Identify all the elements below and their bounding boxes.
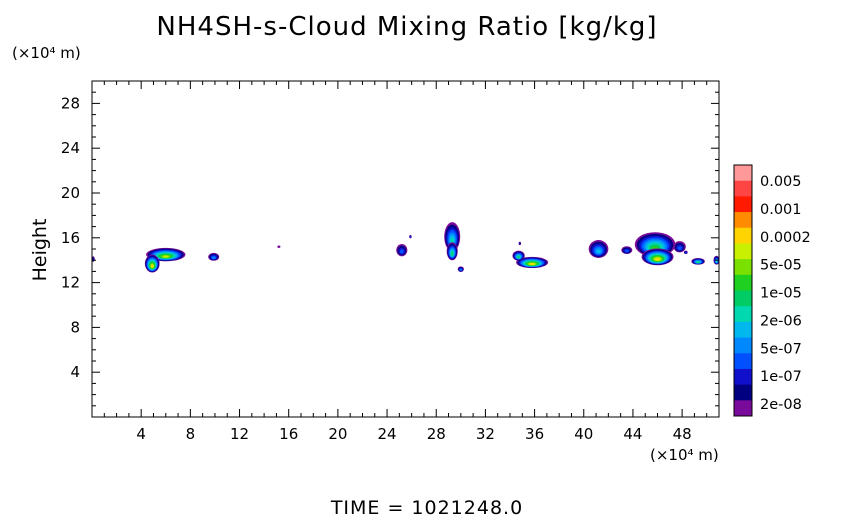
colorbar-label-4: 1e-05 bbox=[760, 286, 802, 302]
colorbar-swatch-9 bbox=[734, 306, 752, 323]
cloud-13 bbox=[621, 246, 633, 255]
cloud-10-level-7 bbox=[517, 256, 520, 259]
cloud-0 bbox=[146, 247, 186, 262]
y-tick-label-20: 20 bbox=[61, 184, 80, 202]
y-tick-label-16: 16 bbox=[61, 229, 80, 247]
chart-title: NH4SH-s-Cloud Mixing Ratio [kg/kg] bbox=[156, 12, 658, 42]
cloud-6 bbox=[444, 222, 461, 252]
colorbar-swatch-10 bbox=[734, 321, 752, 339]
colorbar-swatch-1 bbox=[734, 180, 752, 197]
axis-ticks bbox=[92, 81, 719, 417]
cloud-6-level-6 bbox=[450, 237, 454, 244]
y-tick-labels: 4 8 12 16 20 24 28 bbox=[61, 94, 80, 381]
colorbar-swatch-6 bbox=[734, 259, 752, 276]
cloud-11 bbox=[518, 241, 522, 246]
cloud-11-level-2 bbox=[519, 242, 521, 245]
x-tick-label-8: 8 bbox=[186, 425, 196, 443]
x-tick-label-24: 24 bbox=[378, 425, 397, 443]
x-tick-label-28: 28 bbox=[427, 425, 446, 443]
colorbar-label-3: 5e-05 bbox=[760, 258, 802, 274]
x-tick-label-36: 36 bbox=[525, 425, 544, 443]
x-tick-label-32: 32 bbox=[476, 425, 495, 443]
x-tick-label-48: 48 bbox=[673, 425, 692, 443]
x-tick-label-12: 12 bbox=[230, 425, 249, 443]
colorbar-swatch-11 bbox=[734, 337, 752, 354]
y-tick-label-8: 8 bbox=[70, 318, 80, 336]
colorbar-swatch-15 bbox=[734, 400, 752, 417]
cloud-4-level-3 bbox=[399, 249, 404, 254]
colorbar-label-0: 0.005 bbox=[760, 174, 802, 190]
cloud-2 bbox=[208, 252, 220, 261]
cloud-5-level-3 bbox=[409, 236, 411, 238]
cloud-18 bbox=[691, 257, 705, 265]
cloud-3 bbox=[277, 245, 281, 248]
cloud-7-level-7 bbox=[451, 252, 454, 256]
colorbar-label-2: 0.0002 bbox=[760, 230, 811, 246]
cloud-9 bbox=[516, 256, 549, 269]
colorbar-label-8: 2e-08 bbox=[760, 397, 802, 413]
cloud-field bbox=[92, 222, 719, 273]
cloud-19-level-6 bbox=[715, 260, 718, 263]
cloud-4 bbox=[396, 243, 408, 257]
cloud-17 bbox=[683, 250, 688, 255]
cloud-7 bbox=[446, 242, 458, 261]
colorbar-swatch-4 bbox=[734, 227, 752, 244]
cloud-3-level-0 bbox=[277, 245, 281, 248]
colorbar-label-6: 5e-07 bbox=[760, 341, 802, 357]
colorbar-swatch-13 bbox=[734, 368, 752, 386]
colorbar-label-1: 0.001 bbox=[760, 202, 802, 218]
colorbar-labels: 0.005 0.001 0.0002 5e-05 1e-05 2e-06 5e-07 1e-0… bbox=[760, 174, 811, 413]
cloud-8-level-4 bbox=[459, 269, 462, 271]
cloud-13-level-3 bbox=[624, 249, 629, 253]
x-tick-label-20: 20 bbox=[328, 425, 347, 443]
time-footer: TIME = 1021248.0 bbox=[330, 497, 524, 519]
cloud-2-level-4 bbox=[212, 256, 216, 259]
y-axis-unit: (×10⁴ m) bbox=[12, 44, 81, 62]
cloud-16-level-3 bbox=[677, 246, 682, 250]
colorbar-swatch-7 bbox=[734, 274, 752, 291]
cloud-15-level-11 bbox=[655, 258, 660, 261]
cloud-17-level-3 bbox=[685, 252, 687, 254]
colorbar-label-7: 1e-07 bbox=[760, 369, 802, 385]
cloud-0-level-10 bbox=[163, 255, 169, 258]
x-axis-unit: (×10⁴ m) bbox=[650, 446, 719, 464]
cloud-12 bbox=[588, 240, 609, 258]
colorbar-swatch-5 bbox=[734, 243, 752, 260]
x-tick-label-4: 4 bbox=[136, 425, 146, 443]
colorbar-label-5: 2e-06 bbox=[760, 313, 802, 329]
colorbar-swatch-2 bbox=[734, 196, 752, 213]
x-tick-label-16: 16 bbox=[279, 425, 298, 443]
y-tick-label-12: 12 bbox=[61, 274, 80, 292]
colorbar-swatch-3 bbox=[734, 212, 752, 229]
colorbar-swatch-12 bbox=[734, 353, 752, 370]
x-tick-label-40: 40 bbox=[574, 425, 593, 443]
cloud-18-level-7 bbox=[696, 261, 700, 263]
y-axis-label: Height bbox=[29, 218, 51, 282]
cloud-12-level-5 bbox=[596, 249, 601, 254]
colorbar-frame bbox=[733, 164, 753, 417]
y-tick-label-28: 28 bbox=[61, 94, 80, 112]
colorbar bbox=[733, 164, 753, 417]
colorbar-swatch-0 bbox=[734, 165, 752, 182]
cloud-10 bbox=[512, 250, 525, 261]
x-tick-labels: 4 8 12 16 20 24 28 32 36 40 44 48 bbox=[136, 425, 691, 443]
cloud-16 bbox=[673, 241, 686, 253]
colorbar-swatch-8 bbox=[734, 290, 752, 307]
cloud-8 bbox=[457, 266, 464, 272]
y-tick-label-4: 4 bbox=[70, 363, 80, 381]
y-tick-label-24: 24 bbox=[61, 139, 80, 157]
cloud-1-level-11 bbox=[151, 265, 154, 268]
cloud-5 bbox=[409, 235, 412, 239]
colorbar-swatch-14 bbox=[734, 384, 752, 401]
cloud-15 bbox=[641, 248, 674, 266]
cloud-1 bbox=[144, 254, 160, 273]
x-tick-label-44: 44 bbox=[623, 425, 642, 443]
cloud-9-level-11 bbox=[530, 263, 535, 265]
